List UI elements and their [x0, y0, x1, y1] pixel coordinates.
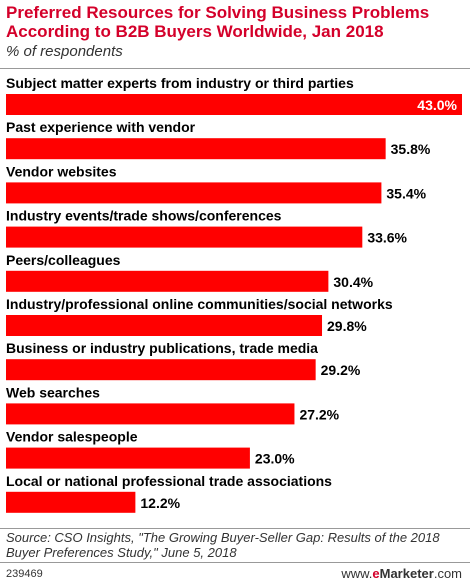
- category-label: Industry/professional online communities…: [6, 296, 393, 312]
- bar: [6, 270, 329, 292]
- category-label: Past experience with vendor: [6, 119, 196, 135]
- category-label: Industry events/trade shows/conferences: [6, 208, 282, 224]
- category-label: Vendor websites: [6, 163, 117, 179]
- bar: [6, 94, 462, 115]
- bar: [6, 447, 250, 469]
- brand-e: e: [372, 566, 380, 581]
- value-label: 23.0%: [255, 451, 295, 467]
- value-label: 30.4%: [333, 274, 373, 290]
- bar: [6, 315, 323, 336]
- chart-subtitle: % of respondents: [6, 43, 123, 60]
- brand-prefix: www.: [341, 566, 373, 581]
- value-label: 12.2%: [140, 495, 180, 511]
- category-label: Web searches: [6, 384, 100, 400]
- category-label: Business or industry publications, trade…: [6, 340, 318, 356]
- bar: [6, 359, 316, 381]
- source-note: Source: CSO Insights, "The Growing Buyer…: [6, 530, 440, 560]
- value-label: 33.6%: [367, 230, 407, 246]
- chart-id: 239469: [6, 568, 43, 580]
- brand-suffix: .com: [433, 566, 462, 581]
- value-label: 43.0%: [417, 97, 457, 113]
- value-label: 29.8%: [327, 318, 367, 334]
- footer-divider: [0, 562, 470, 563]
- bar: [6, 491, 136, 513]
- bar: [6, 403, 295, 425]
- value-label: 35.4%: [386, 185, 426, 201]
- bar: [6, 138, 386, 160]
- category-label: Vendor salespeople: [6, 429, 138, 445]
- value-label: 27.2%: [299, 406, 339, 422]
- bar: [6, 226, 363, 248]
- category-label: Local or national professional trade ass…: [6, 473, 332, 489]
- top-divider: [0, 68, 470, 69]
- brand-logo[interactable]: www.eMarketer.com: [341, 566, 462, 581]
- source-divider: [0, 528, 470, 529]
- chart-title: Preferred Resources for Solving Business…: [6, 3, 430, 41]
- category-label: Subject matter experts from industry or …: [6, 75, 354, 91]
- bar-chart: Subject matter experts from industry or …: [6, 75, 462, 513]
- bar: [6, 182, 382, 204]
- brand-name: Marketer: [379, 566, 434, 581]
- value-label: 29.2%: [321, 362, 361, 378]
- value-label: 35.8%: [391, 141, 431, 157]
- category-label: Peers/colleagues: [6, 252, 121, 268]
